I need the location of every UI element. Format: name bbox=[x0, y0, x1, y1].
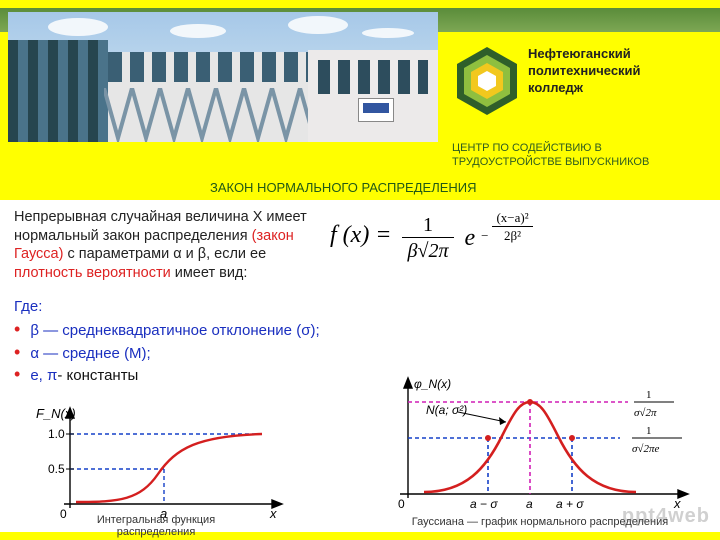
density-formula: f (x) = 1 β√2π e − (x−a)² 2β² bbox=[330, 214, 700, 263]
def-p3: имеет вид: bbox=[171, 265, 248, 281]
pdf-chart: φ_N(x) N(a; σ²) 1 σ√2π 1 σ√2πe 0 a − σ a… bbox=[370, 376, 700, 518]
svg-text:σ√2πe: σ√2πe bbox=[632, 443, 659, 455]
formula-den: β√2π bbox=[402, 238, 455, 263]
bullet-icon: • bbox=[14, 343, 20, 361]
pdf-nlabel: N(a; σ²) bbox=[426, 403, 467, 417]
param-const-txt: - константы bbox=[57, 365, 138, 388]
svg-text:1: 1 bbox=[646, 389, 652, 401]
formula-e: e bbox=[464, 225, 475, 251]
building-w-pattern bbox=[104, 88, 314, 142]
center-subtitle: ЦЕНТР ПО СОДЕЙСТВИЮ В ТРУДОУСТРОЙСТВЕ ВЫ… bbox=[452, 142, 712, 170]
college-name: Нефтеюганский политехнический колледж bbox=[528, 46, 708, 97]
building-photo bbox=[8, 12, 438, 142]
pdf-ap: a + σ bbox=[556, 497, 584, 511]
formula-lhs: f (x) = bbox=[330, 222, 392, 248]
cdf-x: x bbox=[269, 506, 277, 521]
college-line1: Нефтеюганский bbox=[528, 46, 708, 63]
college-line2: политехнический bbox=[528, 63, 708, 80]
param-const-sym: e, π bbox=[30, 365, 57, 388]
cdf-ylabel: F_N(x) bbox=[36, 406, 76, 421]
college-line3: колледж bbox=[528, 80, 708, 97]
svg-text:1: 1 bbox=[646, 425, 652, 437]
pdf-a: a bbox=[526, 497, 533, 511]
cdf-y1: 1.0 bbox=[48, 427, 65, 441]
cdf-y05: 0.5 bbox=[48, 462, 65, 476]
svg-text:σ√2π: σ√2π bbox=[634, 407, 657, 419]
definition-text: Непрерывная случайная величина X имеет н… bbox=[14, 208, 314, 282]
formula-num: 1 bbox=[402, 214, 455, 238]
bullet-icon: • bbox=[14, 320, 20, 338]
pdf-zero: 0 bbox=[398, 497, 405, 511]
center-line1: ЦЕНТР ПО СОДЕЙСТВИЮ В bbox=[452, 142, 712, 156]
bullet-icon: • bbox=[14, 365, 20, 383]
param-beta: β — среднеквадратичное отклонение (σ); bbox=[30, 320, 319, 343]
college-logo bbox=[452, 42, 522, 120]
pdf-ylabel: φ_N(x) bbox=[414, 377, 451, 391]
where-label: Где: bbox=[14, 298, 42, 315]
def-density: плотность вероятности bbox=[14, 265, 171, 281]
watermark: ppt4web bbox=[622, 505, 710, 528]
pdf-am: a − σ bbox=[470, 497, 498, 511]
content-panel: Непрерывная случайная величина X имеет н… bbox=[0, 200, 720, 532]
cdf-caption: Интегральная функция распределения bbox=[66, 514, 246, 538]
page-title: ЗАКОН НОРМАЛЬНОГО РАСПРЕДЕЛЕНИЯ bbox=[210, 180, 477, 195]
cdf-chart: F_N(x) 1.0 0.5 0 a x bbox=[30, 404, 290, 528]
center-line2: ТРУДОУСТРОЙСТВЕ ВЫПУСКНИКОВ bbox=[452, 156, 712, 170]
def-p2: с параметрами α и β, если ее bbox=[63, 246, 266, 262]
param-alpha: α — среднее (M); bbox=[30, 343, 150, 366]
formula-exp-num: (x−a)² bbox=[492, 210, 532, 227]
formula-exp-den: 2β² bbox=[492, 227, 532, 244]
